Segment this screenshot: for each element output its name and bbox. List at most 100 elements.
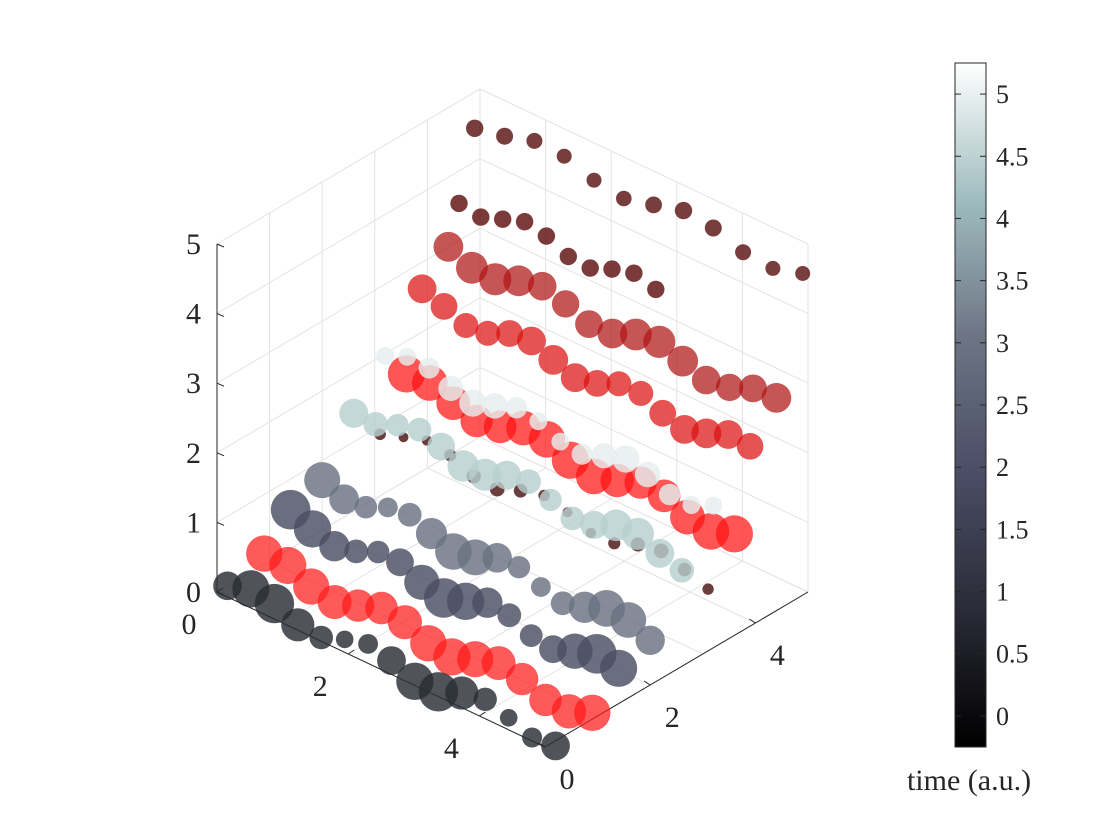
data-point: [765, 260, 781, 276]
y-tick-label: 0: [560, 763, 575, 796]
data-point: [669, 558, 695, 583]
data-point: [538, 345, 569, 375]
data-point: [398, 347, 417, 366]
data-point: [377, 497, 398, 518]
data-point: [466, 119, 484, 137]
data-point: [503, 265, 535, 297]
data-point: [386, 548, 414, 577]
z-tick-mark: [216, 382, 225, 387]
data-point: [377, 646, 406, 675]
data-point: [649, 399, 677, 427]
data-point: [515, 213, 534, 231]
data-point: [715, 515, 754, 553]
data-point: [713, 420, 743, 449]
data-point: [481, 393, 508, 419]
data-point: [472, 587, 503, 618]
z-tick-label: 4: [186, 298, 201, 331]
data-point: [571, 443, 593, 465]
data-point: [363, 412, 388, 437]
data-point: [610, 602, 647, 638]
data-point: [527, 271, 557, 301]
colorbar-tick-label: 4.5: [996, 142, 1029, 171]
data-point: [612, 445, 640, 473]
z-tick-mark: [216, 452, 225, 457]
data-point: [319, 531, 350, 562]
colorbar-tick-label: 2.5: [996, 391, 1029, 420]
data-point: [469, 458, 501, 491]
data-point: [647, 280, 665, 299]
data-point: [433, 231, 464, 262]
data-points: [213, 119, 811, 761]
axis-ticks: 0 1 2 3 4 5 0 2 4 0 2 4: [182, 228, 785, 796]
data-point: [667, 345, 699, 377]
data-point: [739, 374, 767, 403]
data-point: [529, 412, 548, 431]
data-point: [475, 320, 501, 346]
data-point: [473, 687, 497, 711]
data-point: [481, 646, 516, 681]
y-tick-label: 2: [665, 701, 680, 734]
data-point: [597, 318, 628, 349]
data-point: [541, 731, 570, 761]
data-point: [674, 201, 693, 220]
data-point: [309, 625, 334, 650]
z-tick-label: 3: [186, 367, 201, 400]
z-tick-label: 1: [186, 506, 201, 539]
data-point: [450, 194, 468, 213]
data-point: [453, 313, 479, 338]
data-point: [531, 577, 551, 597]
colorbar-tick-label: 2: [996, 453, 1009, 482]
data-point: [517, 326, 546, 356]
data-point: [492, 460, 522, 490]
data-point: [606, 371, 632, 397]
data-point: [736, 433, 764, 460]
data-point: [551, 290, 580, 318]
data-point: [522, 727, 543, 748]
x-tick-mark: [479, 711, 486, 717]
data-point: [635, 625, 665, 655]
data-point: [519, 624, 543, 647]
data-point: [616, 190, 632, 207]
data-point: [670, 415, 699, 444]
x-tick-label: 4: [444, 732, 459, 765]
data-point: [575, 310, 603, 338]
data-point: [702, 583, 714, 595]
colorbar-tick-label: 3: [996, 329, 1009, 358]
data-point: [358, 634, 378, 654]
data-point: [580, 511, 609, 539]
x-tick-label: 2: [313, 670, 328, 703]
data-point: [526, 132, 543, 149]
grid-line-floor-y: [479, 436, 809, 593]
data-point: [761, 383, 792, 413]
data-point: [715, 373, 744, 402]
data-point: [418, 357, 440, 379]
data-point: [494, 210, 512, 228]
data-point: [574, 694, 611, 731]
data-point: [459, 389, 487, 417]
data-point: [591, 443, 617, 469]
x-tick-label: 0: [182, 608, 197, 641]
data-point: [505, 662, 539, 696]
data-point: [445, 676, 479, 710]
data-point: [496, 320, 523, 347]
data-point: [600, 649, 638, 687]
data-point: [254, 583, 295, 624]
data-point: [658, 483, 681, 506]
data-point: [560, 506, 585, 531]
colorbar-label: time (a.u.): [907, 764, 1031, 797]
data-point: [496, 127, 514, 145]
data-point: [643, 325, 676, 358]
data-point: [339, 398, 369, 428]
data-point: [505, 397, 528, 419]
data-point: [516, 469, 541, 494]
data-point: [691, 365, 721, 395]
data-point: [586, 172, 602, 188]
data-point: [645, 196, 662, 214]
data-point: [551, 432, 570, 451]
z-tick-mark: [216, 243, 225, 248]
y-tick-mark: [749, 618, 756, 624]
data-point: [645, 539, 675, 568]
data-point: [344, 539, 369, 564]
x-tick-mark: [216, 587, 224, 593]
